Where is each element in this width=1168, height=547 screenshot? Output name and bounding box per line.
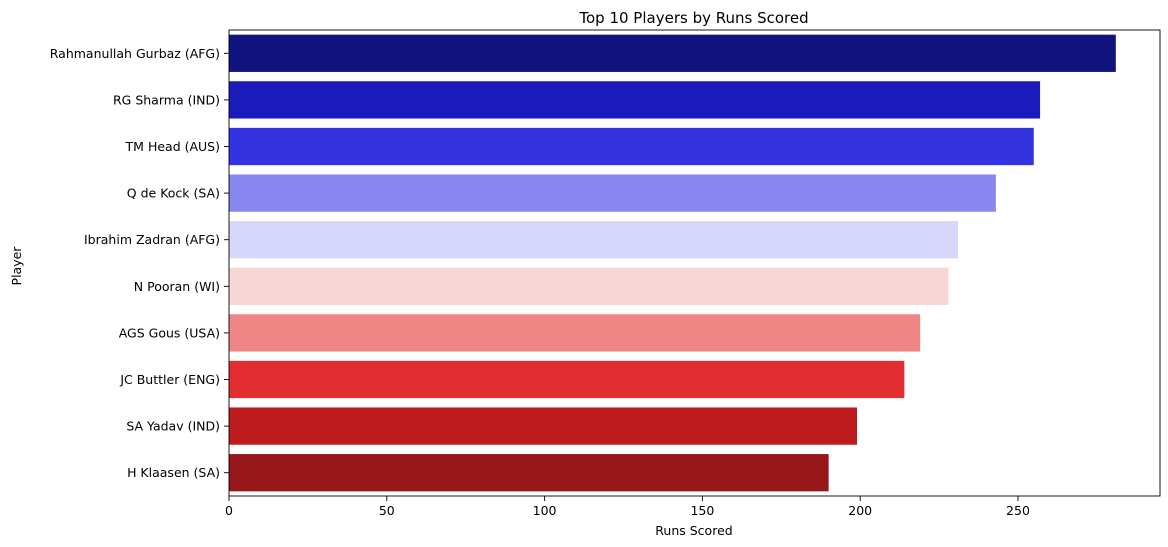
- bar: [229, 221, 959, 259]
- plot-frame: [228, 29, 1161, 497]
- y-tick-label: Ibrahim Zadran (AFG): [84, 232, 220, 247]
- x-tick-label: 150: [690, 503, 714, 518]
- bar: [229, 127, 1034, 166]
- y-tick-label: TM Head (AUS): [125, 139, 220, 154]
- x-tick-label: 50: [379, 503, 395, 518]
- x-tick-label: 200: [848, 503, 872, 518]
- y-tick-label: Rahmanullah Gurbaz (AFG): [50, 46, 220, 61]
- y-axis-title: Player: [9, 246, 24, 286]
- bar: [229, 314, 921, 352]
- x-axis-title: Runs Scored: [655, 523, 732, 538]
- bar: [229, 34, 1116, 72]
- y-tick-labels: Rahmanullah Gurbaz (AFG) RG Sharma (IND) T…: [50, 46, 229, 480]
- y-tick-label: AGS Gous (USA): [119, 325, 220, 340]
- bar: [229, 360, 905, 399]
- bar: [229, 174, 996, 212]
- bar: [229, 81, 1041, 119]
- bar: [229, 407, 858, 445]
- y-tick-label: Q de Kock (SA): [127, 186, 220, 201]
- bars: [229, 34, 1116, 492]
- x-tick-label: 100: [533, 503, 557, 518]
- y-tick-label: N Pooran (WI): [134, 279, 220, 294]
- bar: [229, 267, 949, 305]
- bar: [229, 454, 829, 492]
- y-tick-label: RG Sharma (IND): [113, 92, 220, 107]
- y-tick-label: JC Buttler (ENG): [119, 372, 220, 387]
- x-ticks: 0 50 100 150 200 250: [225, 496, 1030, 518]
- x-tick-label: 0: [225, 503, 233, 518]
- x-tick-label: 250: [1006, 503, 1030, 518]
- chart-title: Top 10 Players by Runs Scored: [578, 9, 808, 27]
- y-tick-label: SA Yadav (IND): [126, 419, 220, 434]
- y-tick-label: H Klaasen (SA): [127, 465, 220, 480]
